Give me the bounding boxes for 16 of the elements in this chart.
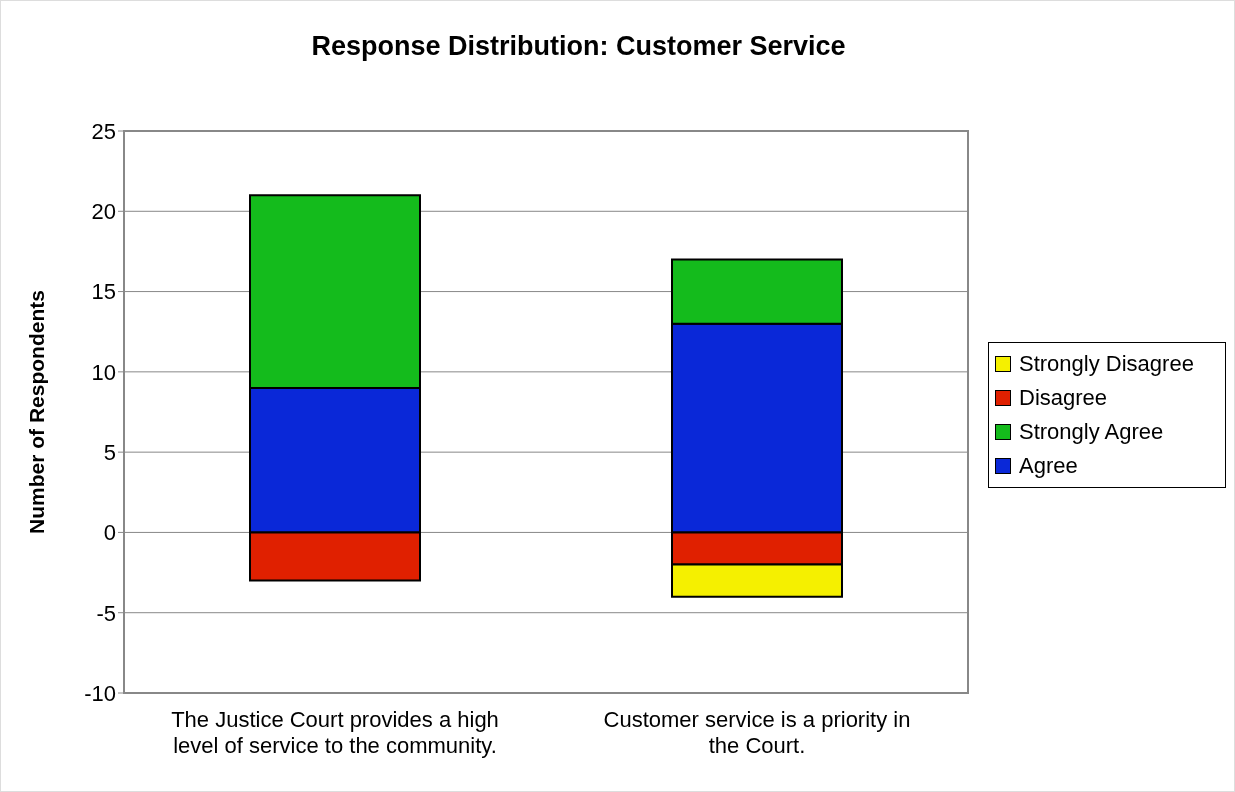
y-tick-label: 5 — [103, 439, 116, 465]
y-tick-label: -10 — [84, 680, 116, 706]
y-tick-label: -5 — [96, 600, 116, 626]
chart-title: Response Distribution: Customer Service — [310, 31, 847, 62]
y-tick-label: 0 — [103, 520, 116, 546]
x-tick-label: Customer service is a priority in the Court. — [603, 707, 911, 758]
legend-label: Strongly Agree — [1019, 419, 1164, 445]
y-tick-label: 15 — [91, 279, 116, 305]
y-tick-label: 10 — [91, 359, 116, 385]
y-axis-title: Number of Respondents — [25, 290, 49, 534]
legend-label: Disagree — [1019, 385, 1108, 411]
x-tick-label: The Justice Court provides a high level of service to the community. — [171, 707, 499, 758]
legend-label: Strongly Disagree — [1019, 351, 1194, 377]
y-tick-label: 25 — [91, 118, 116, 144]
y-tick-label: 20 — [91, 199, 116, 225]
legend-label: Agree — [1019, 453, 1078, 479]
